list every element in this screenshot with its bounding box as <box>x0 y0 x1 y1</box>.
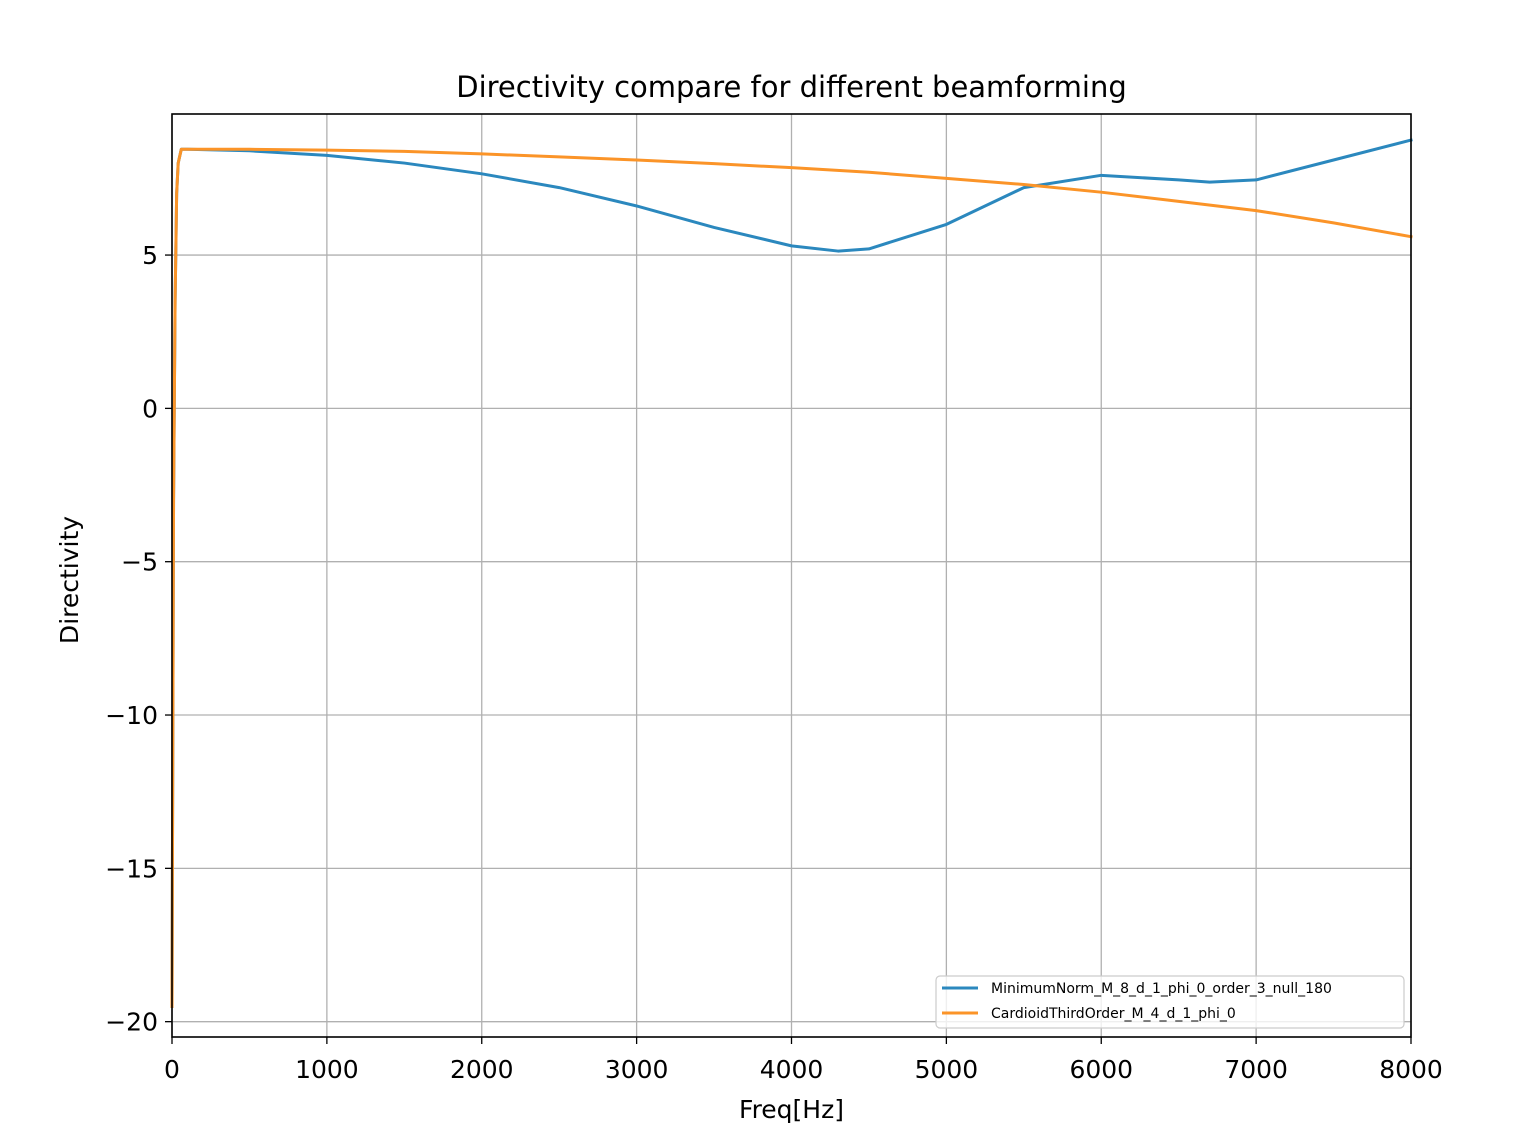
x-axis-ticks: 0 1000 2000 3000 4000 5000 6000 7000 8000 <box>164 1037 1443 1084</box>
x-tick-label: 5000 <box>915 1055 979 1084</box>
x-tick-label: 2000 <box>450 1055 514 1084</box>
x-tick-label: 6000 <box>1069 1055 1133 1084</box>
x-tick-label: 0 <box>164 1055 180 1084</box>
x-tick-label: 7000 <box>1224 1055 1288 1084</box>
x-tick-label: 3000 <box>605 1055 669 1084</box>
y-tick-label: −20 <box>105 1008 158 1037</box>
chart-title: Directivity compare for different beamfo… <box>456 70 1127 104</box>
legend-label-minimumnorm: MinimumNorm_M_8_d_1_phi_0_order_3_null_1… <box>991 981 1332 997</box>
legend-box <box>935 975 1405 1029</box>
x-tick-label: 8000 <box>1379 1055 1443 1084</box>
x-tick-label: 1000 <box>295 1055 359 1084</box>
y-tick-label: −15 <box>105 854 158 883</box>
series-group <box>170 138 1413 1008</box>
y-axis-ticks: 5 0 −5 −10 −15 −20 <box>105 241 172 1037</box>
x-tick-label: 4000 <box>760 1055 824 1084</box>
series-line-1 <box>170 147 1413 1008</box>
x-axis-label: Freq[Hz] <box>739 1095 844 1124</box>
y-tick-label: 5 <box>142 241 158 270</box>
legend: MinimumNorm_M_8_d_1_phi_0_order_3_null_1… <box>935 975 1405 1029</box>
legend-label-cardioid: CardioidThirdOrder_M_4_d_1_phi_0 <box>991 1006 1236 1022</box>
y-tick-label: 0 <box>142 394 158 423</box>
y-tick-label: −5 <box>121 548 158 577</box>
y-tick-label: −10 <box>105 701 158 730</box>
y-axis-label: Directivity <box>55 516 84 644</box>
